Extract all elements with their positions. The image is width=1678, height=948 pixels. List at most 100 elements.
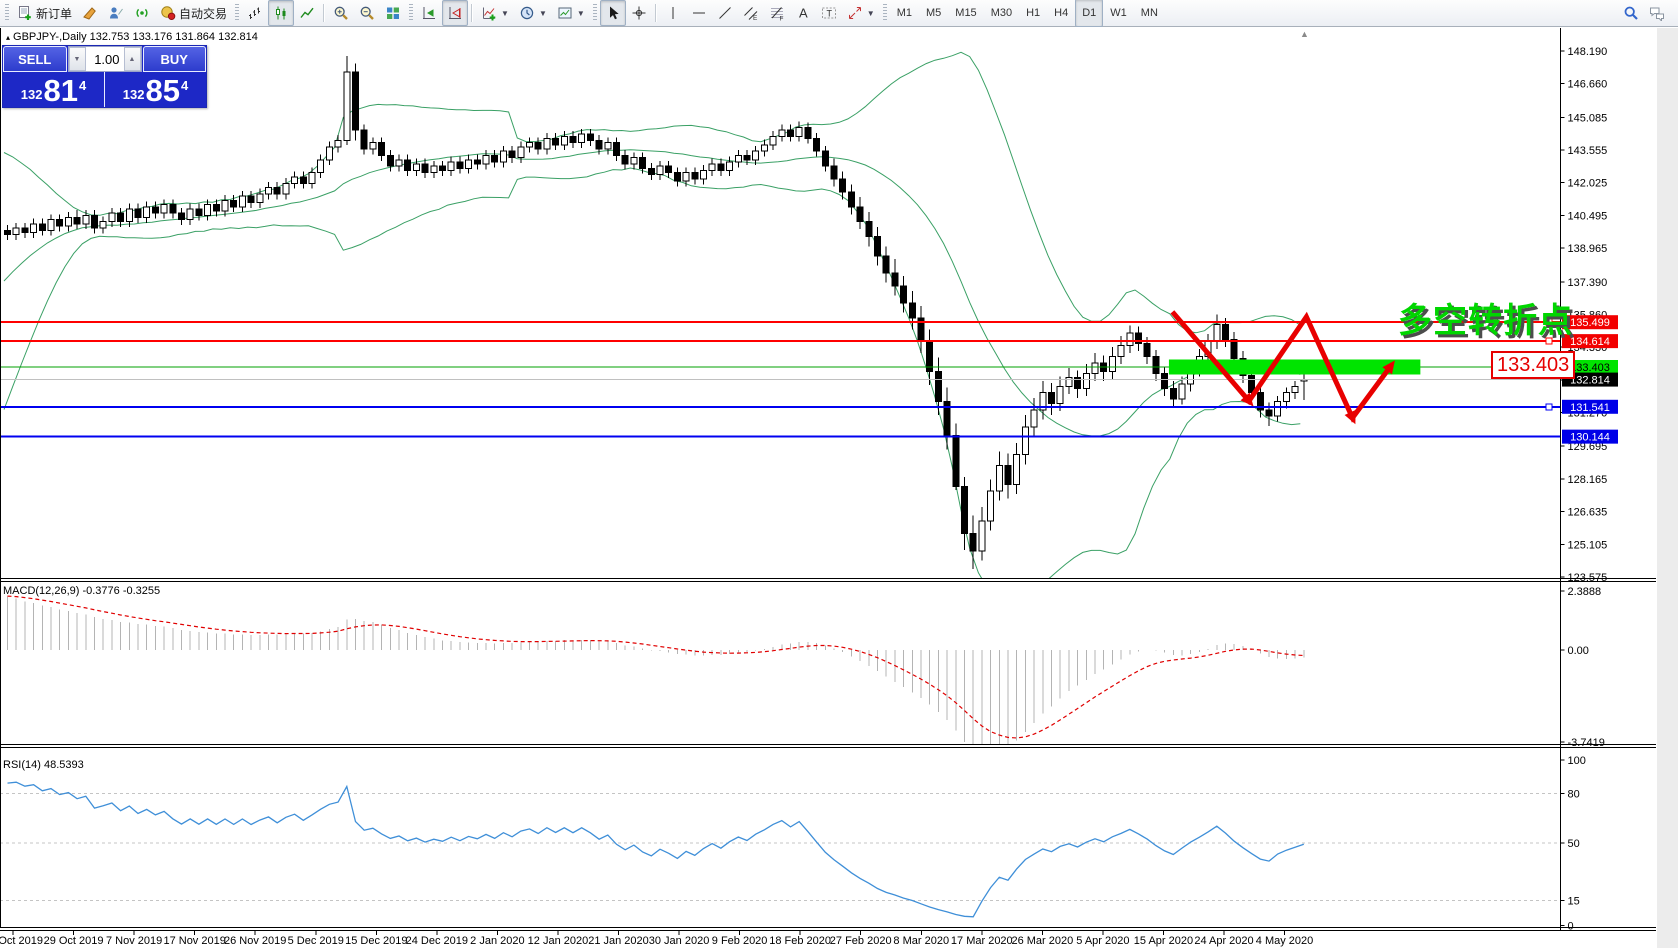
candle <box>4 229 11 236</box>
line-handle[interactable] <box>1545 318 1553 326</box>
search-button[interactable] <box>1618 0 1644 26</box>
turning-point-annotation[interactable]: 多空转折点 <box>1398 302 1573 340</box>
svg-text:125.105: 125.105 <box>1568 539 1608 551</box>
candlestick-type-button[interactable] <box>268 0 295 26</box>
sell-button[interactable]: SELL <box>3 46 67 72</box>
market-watch-button[interactable] <box>103 0 129 26</box>
price-axis[interactable]: 148.190 146.660 145.085 143.555 142.025 140.4… <box>1560 46 1619 933</box>
chevron-down-icon: ▼ <box>576 8 585 18</box>
new-order-button[interactable]: 新订单 <box>12 0 77 26</box>
candle <box>1048 392 1055 404</box>
svg-text:2 Jan 2020: 2 Jan 2020 <box>470 935 524 947</box>
crosshair-button[interactable] <box>626 0 652 26</box>
candle <box>91 214 98 229</box>
svg-text:T: T <box>826 9 832 19</box>
svg-text:0.00: 0.00 <box>1568 645 1589 657</box>
timeframe-w1-button[interactable]: W1 <box>1110 7 1127 19</box>
candle <box>934 370 942 402</box>
main-pane <box>3 51 1308 578</box>
buy-button[interactable]: BUY <box>142 46 206 72</box>
sell-price[interactable]: 132 81 4 <box>3 72 105 107</box>
buy-price-big: 85 <box>145 73 180 108</box>
templates-button[interactable]: ▼ <box>552 0 590 26</box>
volume-increase-icon[interactable]: ▲ <box>123 47 141 71</box>
volume-stepper[interactable]: ▼ 1.00 ▲ <box>67 46 142 72</box>
channel-button[interactable]: E <box>738 0 764 26</box>
chart-shift-button[interactable] <box>442 0 469 26</box>
volume-value[interactable]: 1.00 <box>94 51 120 67</box>
candle <box>1161 372 1169 389</box>
clock-icon <box>520 6 534 20</box>
trendline-button[interactable] <box>712 0 738 26</box>
bollinger-middle-band <box>3 149 1301 437</box>
cursor-button[interactable] <box>599 0 626 26</box>
timeframe-d1-button[interactable]: D1 <box>1075 0 1104 27</box>
text-button[interactable]: A <box>790 0 816 26</box>
zoom-in-button[interactable] <box>328 0 354 26</box>
styles-button[interactable]: > <box>77 0 103 26</box>
signals-button[interactable] <box>129 0 155 26</box>
timeframe-h1-button[interactable]: H1 <box>1026 7 1041 19</box>
candle <box>630 157 638 165</box>
vline-icon <box>672 7 674 19</box>
vertical-line-button[interactable] <box>660 0 686 26</box>
line-icon <box>300 7 314 18</box>
candle <box>978 520 986 552</box>
fibonacci-button[interactable]: F <box>764 0 790 26</box>
support-zone-bar[interactable] <box>1168 359 1421 375</box>
rsi-line <box>7 781 1305 918</box>
candle <box>813 137 821 152</box>
chart-shift-marker-icon[interactable]: ▲ <box>1300 29 1309 39</box>
chart-canvas[interactable]: 148.190 146.660 145.085 143.555 142.025 140.4… <box>0 28 1678 948</box>
line-handle[interactable] <box>1545 337 1553 345</box>
chat-button[interactable] <box>1644 0 1670 26</box>
indicators-button[interactable]: ▼ <box>476 0 514 26</box>
timeframe-h4-button[interactable]: H4 <box>1054 7 1069 19</box>
timeframe-m15-button[interactable]: M15 <box>955 7 977 19</box>
candle <box>273 187 281 195</box>
svg-text:29 Oct 2019: 29 Oct 2019 <box>44 935 104 947</box>
svg-text:128.165: 128.165 <box>1568 474 1608 486</box>
candle <box>830 165 838 180</box>
sell-price-prefix: 132 <box>20 87 43 102</box>
fibo-icon: F <box>770 7 783 21</box>
candle <box>578 133 586 144</box>
zoom-out-button[interactable] <box>354 0 380 26</box>
buy-price[interactable]: 132 85 4 <box>105 72 206 107</box>
timeframe-m1-button[interactable]: M1 <box>896 7 912 19</box>
candle <box>178 212 185 221</box>
svg-text:142.025: 142.025 <box>1568 178 1608 190</box>
periods-button[interactable]: ▼ <box>514 0 552 26</box>
bar-chart-type-button[interactable] <box>242 0 268 26</box>
svg-text:E: E <box>753 15 758 21</box>
timeframe-mn-button[interactable]: MN <box>1140 7 1158 19</box>
timeframe-m5-button[interactable]: M5 <box>926 7 942 19</box>
svg-text:5 Apr 2020: 5 Apr 2020 <box>1076 935 1129 947</box>
person-chart-icon <box>110 7 123 19</box>
horizontal-line-button[interactable] <box>686 0 712 26</box>
candle <box>1248 375 1256 394</box>
timeframe-m30-button[interactable]: M30 <box>990 7 1013 19</box>
candle <box>639 157 647 169</box>
candle <box>613 142 620 156</box>
line-handle[interactable] <box>1545 403 1553 411</box>
candle <box>900 285 908 304</box>
label-button[interactable]: T <box>816 0 842 26</box>
candle <box>891 272 899 287</box>
tile-windows-button[interactable] <box>380 0 406 26</box>
panel-collapse-icon[interactable]: ▴ <box>6 33 11 42</box>
candle <box>265 187 272 195</box>
line-chart-type-button[interactable] <box>294 0 320 26</box>
price-annotation-box[interactable]: 133.403 <box>1491 351 1576 379</box>
zigzag-trend-arrows[interactable] <box>1170 310 1393 423</box>
candle <box>1074 377 1082 389</box>
autotrading-button[interactable]: 自动交易 <box>155 0 232 26</box>
arrows-button[interactable]: ▼ <box>842 0 880 26</box>
sell-price-sup: 4 <box>78 78 87 93</box>
new-order-icon <box>19 6 31 20</box>
auto-scroll-button[interactable] <box>416 0 442 26</box>
volume-decrease-icon[interactable]: ▼ <box>68 47 86 71</box>
candle <box>378 142 386 156</box>
